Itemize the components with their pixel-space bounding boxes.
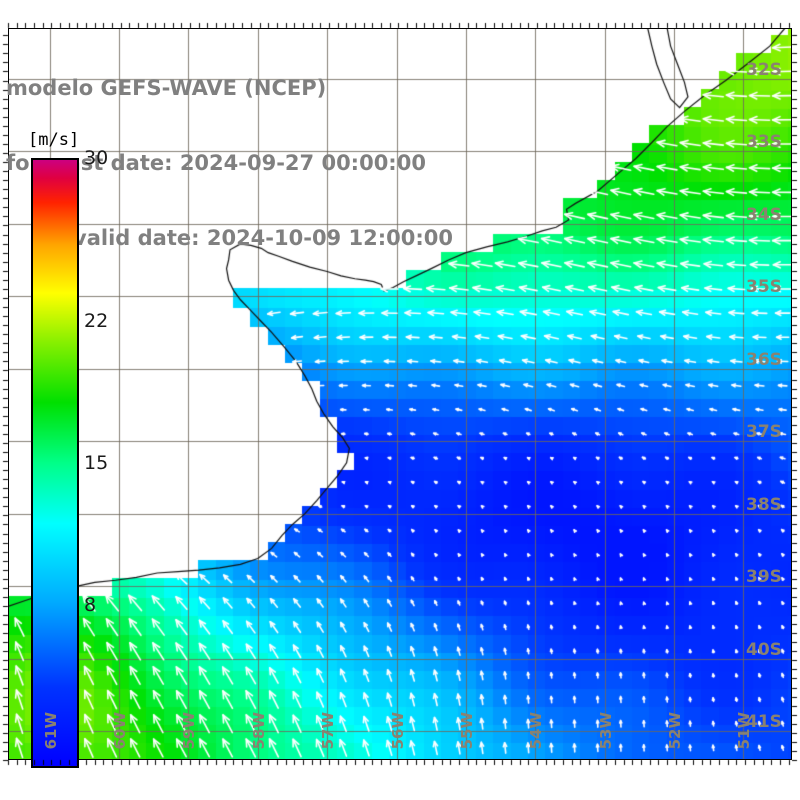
weather-map-figure: modelo GEFS-WAVE (NCEP) forecast date: 2… [0, 0, 800, 800]
axis-ticks [0, 0, 800, 800]
